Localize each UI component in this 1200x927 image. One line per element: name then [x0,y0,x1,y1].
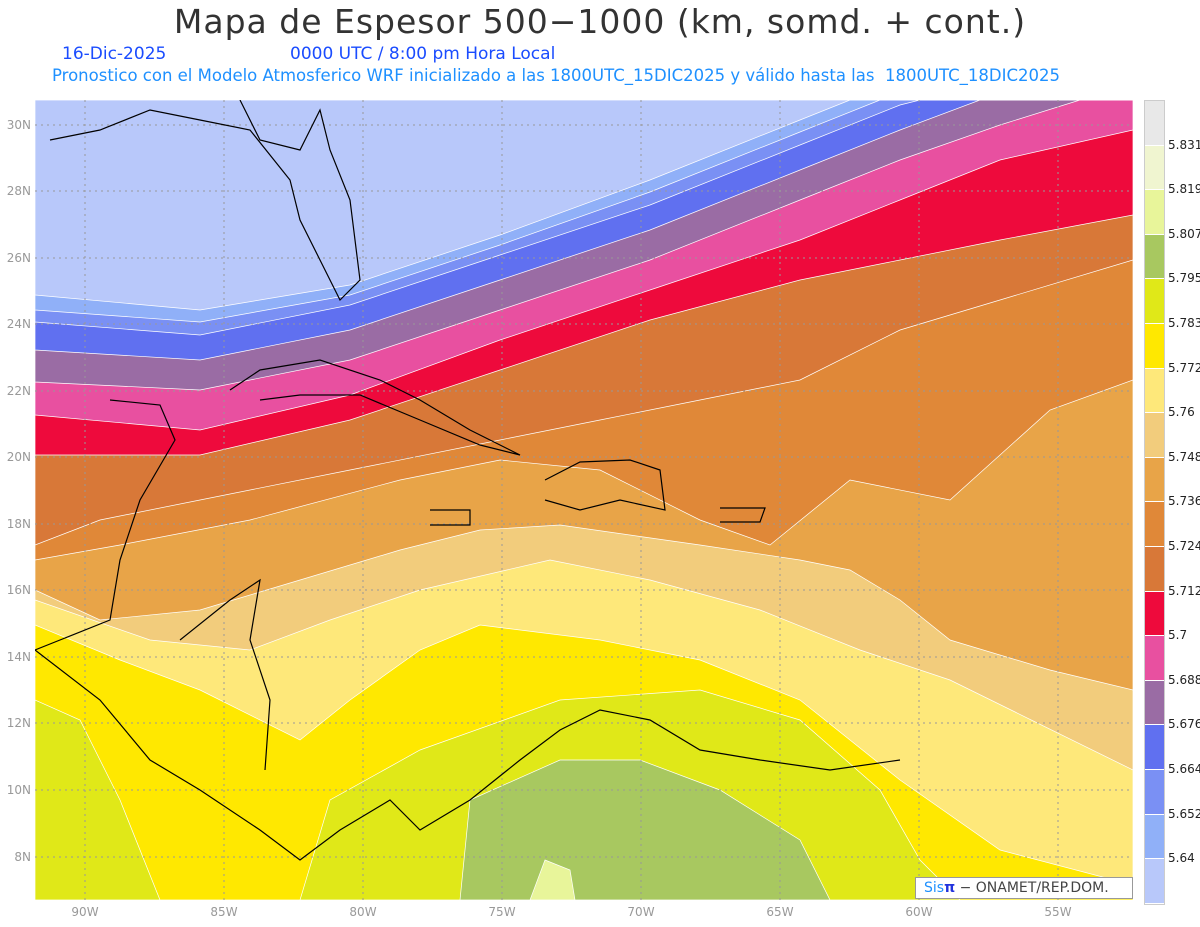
coastline [35,649,901,861]
lon-label: 65W [766,905,794,919]
lat-label: 28N [6,184,31,198]
colorbar-segment [1145,368,1164,414]
forecast-time: 0000 UTC / 8:00 pm Hora Local [290,44,556,64]
lon-label: 70W [627,905,655,919]
colorbar-label: 5.748 [1168,449,1200,464]
colorbar-segment [1145,190,1164,235]
colorbar-label: 5.7 [1168,628,1188,643]
colorbar-segment [1145,546,1164,592]
colorbar-segment [1145,814,1164,860]
lat-label: 18N [6,517,31,531]
colorbar-segment [1145,636,1164,681]
lon-label: 75W [488,905,516,919]
thickness-map [35,100,1133,900]
lat-label: 24N [6,317,31,331]
coastline [544,459,666,511]
model-description: Pronostico con el Modelo Atmosferico WRF… [52,66,1060,85]
colorbar-label: 5.676 [1168,717,1200,732]
lat-label: 14N [6,650,31,664]
coastline [229,359,521,456]
credit-brand: Sis [924,880,945,896]
forecast-date: 16-Dic-2025 [62,44,167,64]
map-title: Mapa de Espesor 500−1000 (km, somd. + co… [173,2,1027,41]
lon-label: 55W [1044,905,1072,919]
colorbar-segment [1145,145,1164,191]
lat-label: 26N [6,251,31,265]
colorbar-segment [1145,457,1164,503]
lat-label: 16N [6,583,31,597]
colorbar-segment [1145,680,1164,726]
colorbar-label: 5.652 [1168,806,1200,821]
colorbar-label: 5.783 [1168,316,1200,330]
colorbar-label: 5.64 [1168,851,1195,866]
colorbar-label: 5.712 [1168,583,1200,598]
colorbar [1144,100,1165,905]
colorbar-segment [1145,502,1164,547]
band-5.819 [529,859,576,900]
colorbar-label: 5.664 [1168,762,1200,776]
colorbar-label: 5.688 [1168,672,1200,687]
colorbar-label: 5.831 [1168,137,1200,152]
lat-label: 20N [6,450,31,464]
credit-text: − ONAMET/REP.DOM. [955,880,1109,896]
lat-label: 8N [14,850,31,864]
colorbar-segment [1145,413,1164,458]
coastline [430,509,471,526]
colorbar-label: 5.772 [1168,360,1200,375]
colorbar-label: 5.807 [1168,226,1200,241]
colorbar-segment [1145,234,1164,280]
lon-label: 85W [210,905,238,919]
colorbar-label: 5.724 [1168,539,1200,553]
colorbar-segment [1145,323,1164,369]
coastline [179,578,271,771]
colorbar-segment [1145,769,1164,815]
coastline [35,399,176,651]
colorbar-label: 5.819 [1168,182,1200,197]
pi-logo: π [944,880,956,896]
colorbar-segment [1145,101,1164,146]
coastline [49,100,361,302]
colorbar-segment [1145,279,1164,324]
colorbar-segment [1145,859,1164,904]
lat-label: 30N [6,118,31,132]
lon-label: 60W [905,905,933,919]
lat-label: 12N [6,716,31,730]
colorbar-label: 5.736 [1168,494,1200,509]
coastline [720,507,766,523]
colorbar-segment [1145,725,1164,770]
colorbar-label: 5.76 [1168,405,1195,420]
band-5.64 [35,100,1133,311]
colorbar-label: 5.795 [1168,271,1200,286]
lon-label: 80W [349,905,377,919]
lat-label: 10N [6,783,31,797]
colorbar-segment [1145,591,1164,637]
credit-box: Sisπ − ONAMET/REP.DOM. [915,877,1133,899]
band-5.795 [35,699,161,900]
lon-label: 90W [71,905,99,919]
lat-label: 22N [6,384,31,398]
